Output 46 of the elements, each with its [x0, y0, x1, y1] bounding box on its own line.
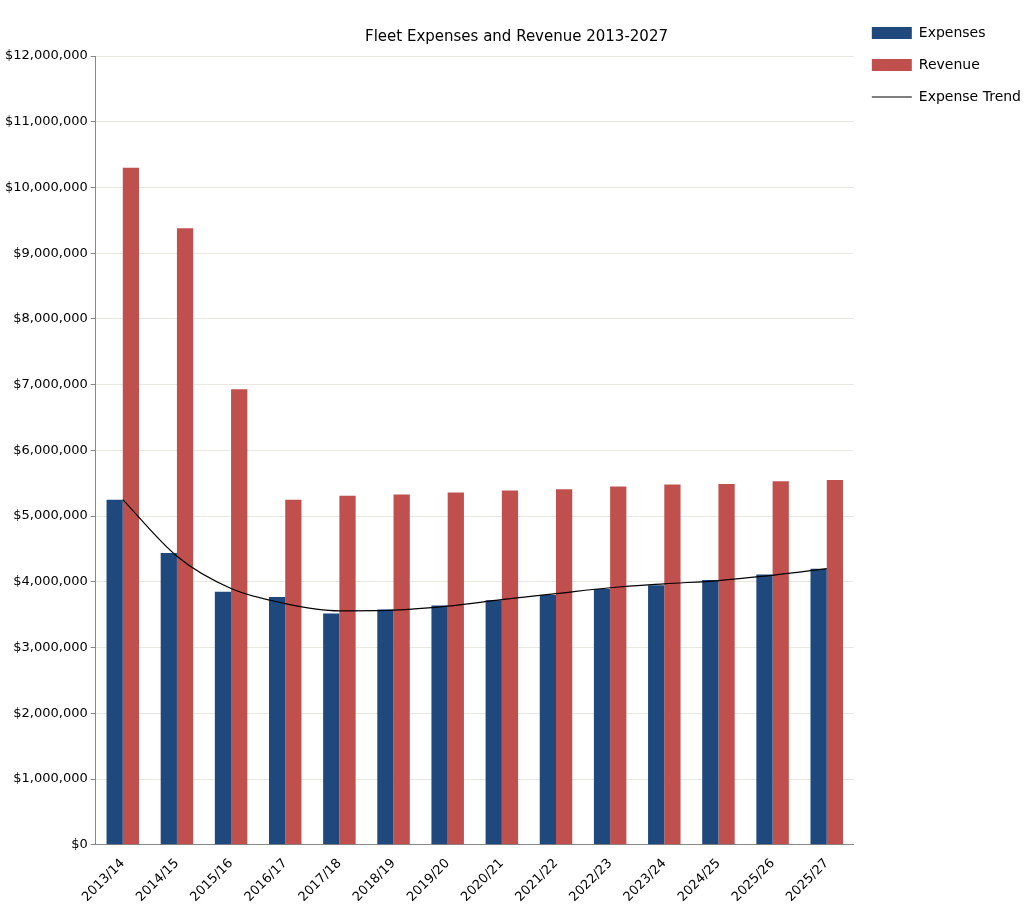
y-tick-label: $4,000,000	[13, 573, 88, 589]
y-tick-label: $10,000,000	[4, 178, 88, 194]
bar	[122, 167, 140, 845]
bar	[106, 499, 123, 845]
bar	[826, 479, 843, 845]
y-tick-label: $11,000,000	[4, 113, 88, 129]
y-tick-label: $0	[71, 836, 88, 852]
bar	[664, 484, 681, 845]
y-tick-label: $5,000,000	[13, 507, 88, 523]
bar	[268, 596, 286, 845]
legend-label: Revenue	[918, 55, 980, 72]
chart-title: Fleet Expenses and Revenue 2013-2027	[365, 26, 668, 45]
y-tick-label: $2,000,000	[13, 704, 88, 720]
bar	[501, 490, 519, 845]
bar	[610, 486, 627, 845]
bar	[539, 595, 556, 845]
bar	[231, 389, 248, 845]
bar	[285, 499, 302, 845]
bar	[756, 574, 773, 845]
bar	[214, 591, 232, 845]
y-tick-label: $8,000,000	[13, 310, 88, 326]
y-tick-label: $1,000,000	[13, 770, 88, 786]
bar	[772, 481, 789, 845]
bar	[377, 609, 394, 845]
y-tick-label: $7,000,000	[13, 376, 88, 392]
bar	[447, 492, 464, 845]
bar	[323, 613, 340, 845]
bar	[160, 552, 177, 845]
y-tick-label: $3,000,000	[13, 638, 88, 654]
legend-label: Expenses	[918, 23, 986, 40]
bar	[555, 489, 573, 845]
y-tick-label: $6,000,000	[13, 441, 88, 457]
bar	[810, 568, 827, 845]
line-series	[122, 499, 828, 612]
bar	[393, 494, 410, 845]
y-tick-label: $9,000,000	[13, 244, 88, 260]
bar	[593, 589, 611, 845]
bar	[718, 483, 735, 845]
bar	[648, 585, 665, 845]
bar	[485, 600, 502, 845]
legend-label: Expense Trend	[918, 87, 1022, 104]
bar	[702, 579, 719, 845]
bar	[339, 495, 356, 845]
bar	[176, 228, 194, 845]
y-tick-label: $12,000,000	[4, 47, 88, 63]
bar	[431, 605, 448, 845]
